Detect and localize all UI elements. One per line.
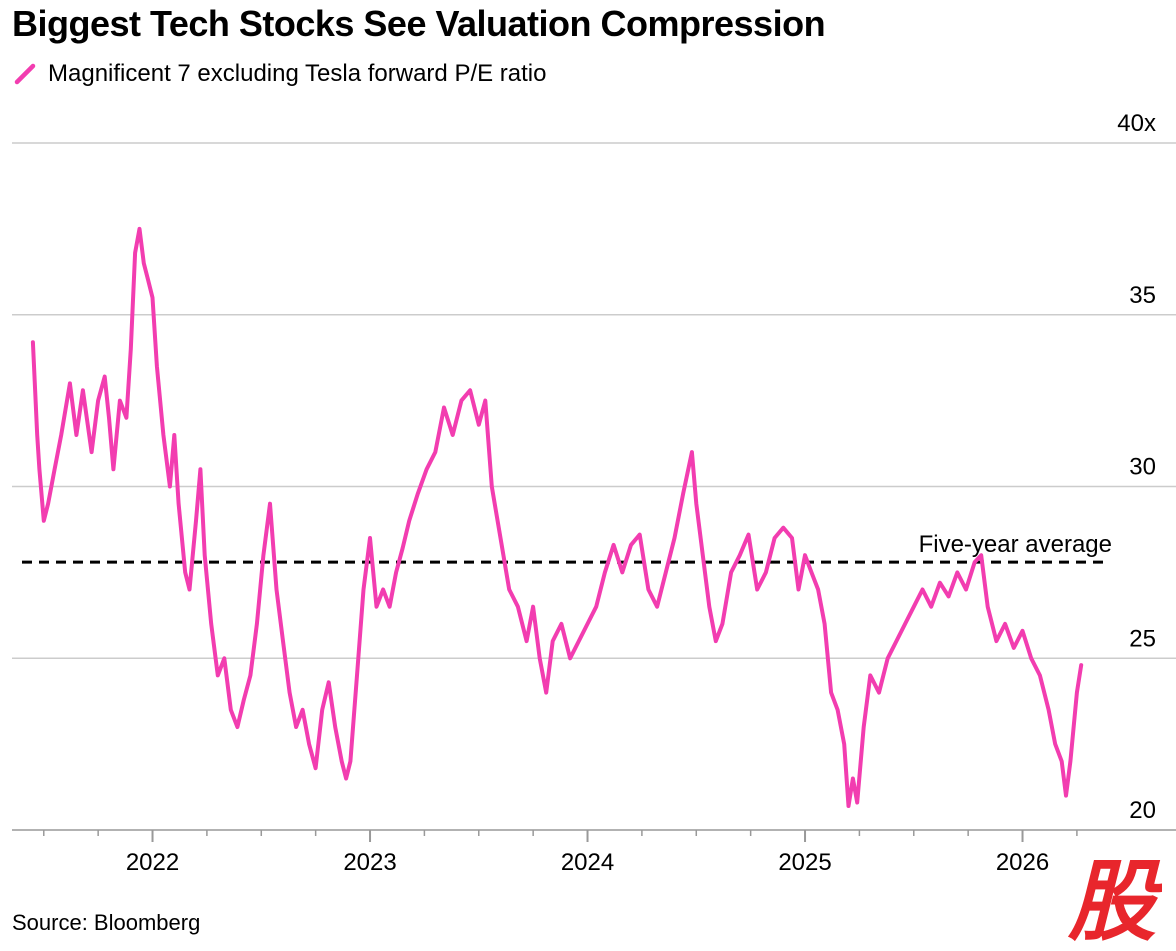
- y-tick-label: 40x: [1117, 110, 1156, 137]
- y-tick-label: 25: [1129, 625, 1156, 652]
- gridlines: [12, 142, 1176, 659]
- reference-line-label: Five-year average: [919, 531, 1112, 558]
- y-tick-label: 20: [1129, 797, 1156, 824]
- chart-title: Biggest Tech Stocks See Valuation Compre…: [12, 3, 826, 44]
- watermark-logo: 股: [1067, 852, 1162, 942]
- legend-label: Magnificent 7 excluding Tesla forward P/…: [48, 60, 547, 87]
- reference-line-group: Five-year average: [22, 531, 1112, 564]
- legend-swatch-line: [14, 63, 36, 85]
- x-tick-label: 2024: [561, 849, 614, 876]
- x-tick-label: 2026: [996, 849, 1049, 876]
- series-line-0: [30, 226, 1084, 808]
- x-tick-label: 2023: [343, 849, 396, 876]
- watermark-glyph: 股: [1067, 852, 1162, 942]
- x-tick-label: 2025: [778, 849, 831, 876]
- legend-swatch-icon: [14, 63, 36, 85]
- y-axis: 40x 35 30 25 20: [1117, 110, 1156, 824]
- legend: Magnificent 7 excluding Tesla forward P/…: [12, 58, 546, 90]
- y-tick-label: 35: [1129, 282, 1156, 309]
- x-axis: 2022 2023 2024 2025 2026: [12, 829, 1176, 876]
- series-group: [30, 226, 1084, 808]
- source-note: Source: Bloomberg: [12, 910, 201, 935]
- x-tick-label: 2022: [126, 849, 179, 876]
- y-tick-label: 30: [1129, 454, 1156, 481]
